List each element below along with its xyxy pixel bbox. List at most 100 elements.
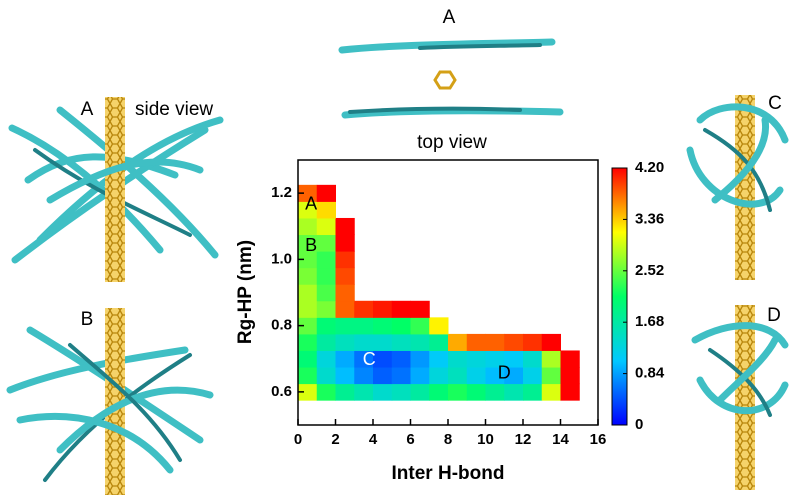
heat-cell — [466, 333, 486, 351]
heat-cell — [316, 251, 336, 269]
heat-cell — [541, 367, 561, 385]
colorbar-tick-label: 3.36 — [635, 210, 664, 227]
x-tick-label: 2 — [331, 431, 339, 448]
x-tick-label: 6 — [406, 431, 414, 448]
heat-cell — [410, 350, 430, 368]
heat-cell — [504, 367, 524, 385]
heat-cell — [298, 367, 318, 385]
y-tick-label: 1.0 — [271, 250, 292, 267]
heat-cell — [466, 383, 486, 401]
heat-cell — [335, 267, 355, 285]
heat-cell — [316, 317, 336, 335]
heat-cell — [504, 383, 524, 401]
heat-cell — [298, 251, 318, 269]
annotation: A — [305, 193, 317, 213]
x-axis-title: Inter H-bond — [392, 463, 505, 484]
heat-cell — [335, 251, 355, 269]
molecule-c — [686, 95, 789, 280]
heat-cell — [335, 367, 355, 385]
x-tick-label: 4 — [369, 431, 378, 448]
heat-cell — [354, 383, 374, 401]
heat-cell — [316, 350, 336, 368]
heat-cell — [560, 367, 580, 385]
x-tick-label: 10 — [477, 431, 494, 448]
colorbar-tick-label: 0.84 — [635, 365, 665, 382]
heat-cell — [298, 350, 318, 368]
heat-cell — [298, 333, 318, 351]
x-tick-label: 12 — [515, 431, 532, 448]
heat-cell — [391, 317, 411, 335]
annotation: B — [305, 235, 317, 255]
heat-cell — [316, 383, 336, 401]
heat-cell — [429, 383, 449, 401]
heat-cell — [354, 333, 374, 351]
heat-cell — [523, 367, 543, 385]
heat-cell — [560, 383, 580, 401]
heat-cell — [523, 383, 543, 401]
heat-cell — [335, 284, 355, 302]
heat-cell — [485, 367, 505, 385]
x-tick-label: 8 — [444, 431, 452, 448]
panel-caption: top view — [417, 132, 487, 153]
heat-cell — [448, 383, 468, 401]
colorbar-tick-label: 1.68 — [635, 313, 664, 330]
heat-cell — [410, 317, 430, 335]
heat-cell — [373, 333, 393, 351]
heat-cell — [316, 367, 336, 385]
heat-cell — [429, 333, 449, 351]
heat-cell — [316, 217, 336, 236]
heat-cell — [298, 201, 318, 219]
heat-cell — [316, 234, 336, 252]
panel-label: C — [768, 93, 782, 114]
heat-cell — [354, 300, 374, 318]
colorbar-tick-label: 0 — [635, 416, 643, 433]
molecule-a-side — [8, 97, 224, 282]
heat-cell — [373, 383, 393, 401]
heat-cell — [335, 317, 355, 335]
panel-caption: side view — [135, 99, 213, 120]
heat-cell — [316, 184, 336, 202]
heat-cell — [316, 333, 336, 351]
heat-cell — [391, 350, 411, 368]
heat-cell — [410, 300, 430, 318]
heat-cell — [448, 367, 468, 385]
heat-cell — [410, 383, 430, 401]
panel-label: A — [443, 7, 456, 28]
heat-cell — [391, 333, 411, 351]
heat-cell — [560, 350, 580, 368]
x-tick-label: 14 — [552, 431, 569, 448]
y-tick-label: 0.6 — [271, 383, 292, 400]
heat-cell — [298, 300, 318, 318]
heat-cell — [298, 317, 318, 335]
annotation: D — [498, 362, 511, 382]
heat-cell — [523, 350, 543, 368]
heat-cell — [373, 300, 393, 318]
heat-cell — [429, 317, 449, 335]
heat-cell — [335, 333, 355, 351]
heat-cell — [410, 367, 430, 385]
heat-cell — [316, 201, 336, 219]
x-tick-label: 0 — [294, 431, 302, 448]
y-tick-label: 0.8 — [271, 317, 292, 334]
contour-plot: 0 2 4 6 8 10 12 14 16 0.6 0.8 1.0 1.2 A B C D 0 0.84 1.68 2.… — [271, 159, 665, 448]
heat-cell — [298, 184, 318, 202]
colorbar-tick-label: 4.20 — [635, 159, 664, 176]
heat-cell — [429, 350, 449, 368]
heat-cell — [335, 217, 355, 236]
heat-cell — [298, 383, 318, 401]
heat-cell — [466, 350, 486, 368]
heat-cell — [410, 333, 430, 351]
molecule-d — [691, 305, 789, 490]
heat-cell — [354, 350, 374, 368]
colorbar-tick-label: 2.52 — [635, 262, 664, 279]
heat-cell — [541, 333, 561, 351]
y-axis-title: Rg-HP (nm) — [235, 240, 256, 344]
molecule-b — [6, 308, 214, 495]
heat-cell — [354, 367, 374, 385]
heat-cell — [316, 300, 336, 318]
panel-label: D — [767, 305, 781, 326]
heat-cell — [335, 383, 355, 401]
molecule-a-top — [338, 38, 564, 119]
heat-cell — [541, 383, 561, 401]
